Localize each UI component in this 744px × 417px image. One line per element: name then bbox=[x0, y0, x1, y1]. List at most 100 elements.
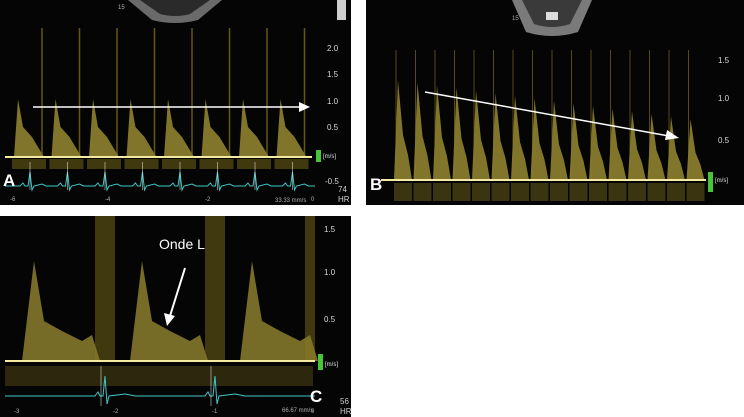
doppler-beat bbox=[491, 93, 510, 180]
doppler-beat bbox=[667, 116, 685, 180]
doppler-waveform bbox=[5, 216, 318, 386]
doppler-beat bbox=[89, 99, 119, 157]
ecg-trace bbox=[5, 171, 315, 192]
reverse-flow bbox=[608, 183, 627, 201]
reverse-flow bbox=[124, 159, 159, 169]
doppler-beat bbox=[608, 108, 627, 180]
annotation-arrow-line bbox=[169, 267, 186, 317]
doppler-beat bbox=[130, 261, 208, 361]
reverse-flow bbox=[550, 183, 568, 201]
doppler-waveform bbox=[394, 50, 705, 201]
echo-sector-inner bbox=[140, 0, 210, 16]
velocity-tick-0-5: 0.5 bbox=[324, 315, 336, 324]
doppler-waveform bbox=[12, 28, 309, 169]
valve-click-band bbox=[95, 216, 115, 361]
ecg-markers bbox=[29, 162, 293, 190]
doppler-beat bbox=[126, 99, 157, 157]
panel-c-mitral-doppler: Onde L 1.5 1.0 0.5 [m/s] 56 HR 66.67 mm/… bbox=[0, 216, 351, 417]
doppler-beat bbox=[164, 99, 194, 157]
panel-a-svg: 15 2.0 1.5 1.0 0.5 -0.5 [m/s] 74 HR 33.3… bbox=[3, 0, 350, 204]
trend-arrow-head bbox=[665, 130, 679, 140]
sweep-speed: 66.67 mm/s bbox=[282, 408, 313, 414]
scale-bar bbox=[318, 354, 323, 370]
doppler-beat bbox=[51, 99, 82, 157]
reverse-flow bbox=[162, 159, 196, 169]
sector-depth-label: 15 bbox=[118, 5, 125, 11]
hr-label: HR bbox=[338, 195, 350, 204]
velocity-unit: [m/s] bbox=[323, 154, 336, 160]
panel-a-mitral-doppler: 15 2.0 1.5 1.0 0.5 -0.5 [m/s] 74 HR 33.3… bbox=[0, 0, 351, 205]
reverse-flow bbox=[274, 159, 309, 169]
scale-bar bbox=[316, 150, 321, 162]
reverse-flow bbox=[628, 183, 646, 201]
reverse-flow bbox=[49, 159, 84, 169]
time-tick-neg1: -1 bbox=[212, 409, 218, 415]
panel-label-b: B bbox=[370, 175, 382, 194]
velocity-tick-2-0: 2.0 bbox=[327, 44, 339, 53]
sweep-speed: 33.33 mm/s bbox=[275, 198, 306, 204]
hr-value: 56 bbox=[340, 397, 349, 406]
doppler-beat bbox=[201, 99, 232, 157]
reverse-flow bbox=[237, 159, 271, 169]
reverse-flow bbox=[589, 183, 607, 201]
velocity-tick-1-5: 1.5 bbox=[327, 70, 339, 79]
time-tick-neg4: -4 bbox=[105, 197, 111, 203]
reverse-flow bbox=[5, 366, 313, 386]
sector-depth-label: 15 bbox=[512, 16, 519, 22]
velocity-tick-1-0: 1.0 bbox=[718, 94, 730, 103]
time-tick-neg2: -2 bbox=[113, 409, 119, 415]
ecg-markers bbox=[100, 366, 212, 406]
reverse-flow bbox=[433, 183, 451, 201]
doppler-beat bbox=[530, 98, 549, 180]
velocity-unit: [m/s] bbox=[325, 362, 338, 368]
doppler-beat bbox=[433, 85, 451, 180]
trend-arrow-line bbox=[424, 91, 670, 137]
velocity-tick-neg-0-5: -0.5 bbox=[325, 177, 339, 186]
grayscale-bar bbox=[337, 0, 346, 20]
reverse-flow bbox=[667, 183, 685, 201]
time-tick-0: 0 bbox=[311, 409, 315, 415]
reverse-flow bbox=[686, 183, 705, 201]
doppler-beat bbox=[511, 95, 529, 180]
reverse-flow bbox=[530, 183, 549, 201]
reverse-flow bbox=[491, 183, 510, 201]
scale-bar bbox=[708, 172, 713, 192]
time-tick-neg6: -6 bbox=[10, 197, 16, 203]
panel-label-c: C bbox=[310, 387, 322, 406]
doppler-beat bbox=[452, 87, 471, 180]
time-tick-0: 0 bbox=[311, 197, 315, 203]
doppler-beat bbox=[276, 99, 307, 157]
ecg-trace bbox=[5, 375, 315, 405]
reverse-flow bbox=[472, 183, 490, 201]
sample-gate bbox=[546, 12, 558, 20]
doppler-beat bbox=[647, 113, 666, 180]
velocity-tick-1-5: 1.5 bbox=[718, 56, 730, 65]
reverse-flow bbox=[12, 159, 46, 169]
doppler-beat bbox=[569, 103, 588, 180]
reverse-flow bbox=[511, 183, 529, 201]
doppler-beat bbox=[589, 106, 607, 180]
panel-b-mitral-doppler: 15 1.5 1.0 0.5 [m/s] B bbox=[366, 0, 744, 205]
doppler-beat bbox=[22, 261, 100, 361]
reverse-flow bbox=[199, 159, 234, 169]
reverse-flow bbox=[413, 183, 432, 201]
doppler-beat bbox=[240, 261, 318, 361]
panel-label-a: A bbox=[3, 171, 15, 190]
reverse-flow bbox=[87, 159, 121, 169]
reverse-flow bbox=[452, 183, 471, 201]
velocity-tick-0-5: 0.5 bbox=[327, 123, 339, 132]
doppler-beat bbox=[14, 99, 44, 157]
velocity-tick-1-0: 1.0 bbox=[327, 97, 339, 106]
time-tick-neg3: -3 bbox=[14, 409, 20, 415]
doppler-beat bbox=[628, 111, 646, 180]
velocity-tick-1-0: 1.0 bbox=[324, 268, 336, 277]
reverse-flow bbox=[647, 183, 666, 201]
doppler-beat bbox=[394, 80, 412, 180]
panel-b-svg: 15 1.5 1.0 0.5 [m/s] B bbox=[370, 0, 730, 201]
panel-c-svg: Onde L 1.5 1.0 0.5 [m/s] 56 HR 66.67 mm/… bbox=[5, 216, 351, 416]
time-tick-neg2: -2 bbox=[205, 197, 211, 203]
valve-click-band bbox=[305, 216, 315, 361]
trend-arrow-head bbox=[299, 102, 310, 112]
reverse-flow bbox=[394, 183, 412, 201]
annotation-onde-l: Onde L bbox=[159, 236, 205, 252]
